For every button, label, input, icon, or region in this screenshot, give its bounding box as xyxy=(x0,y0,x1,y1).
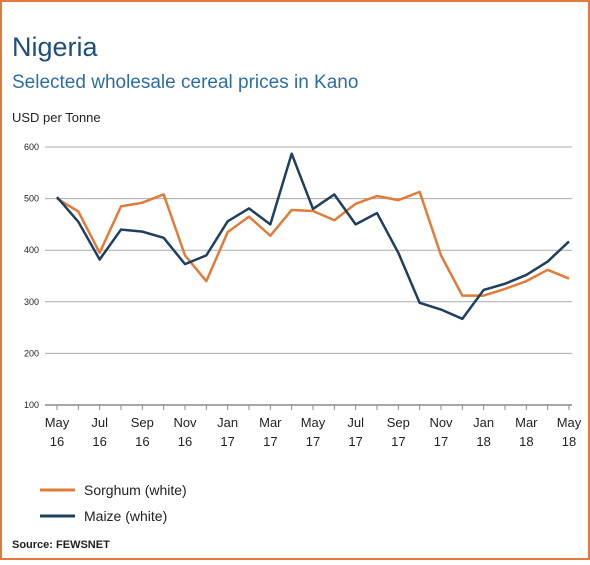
y-tick-label: 100 xyxy=(24,400,39,410)
x-tick-label: May 18 xyxy=(557,415,582,449)
x-tick-label: Mar 18 xyxy=(515,415,538,449)
x-tick-label: Jul 17 xyxy=(347,415,364,449)
y-tick-label: 200 xyxy=(24,348,39,358)
x-tick-label: Jan 18 xyxy=(473,415,494,449)
chart-title: Nigeria xyxy=(12,32,99,62)
x-tick-label: Sep 16 xyxy=(131,415,154,449)
x-tick-label: Nov 16 xyxy=(173,415,197,449)
x-tick-label: May 16 xyxy=(45,415,70,449)
y-tick-label: 500 xyxy=(24,194,39,204)
x-tick-label: Jan 17 xyxy=(217,415,238,449)
legend-label: Maize (white) xyxy=(84,508,167,524)
y-tick-label: 300 xyxy=(24,297,39,307)
x-tick-label: Jul 16 xyxy=(91,415,108,449)
x-tick-label: May 17 xyxy=(301,415,326,449)
y-tick-label: 400 xyxy=(24,245,39,255)
y-tick-label: 600 xyxy=(24,142,39,152)
series-line xyxy=(56,152,570,321)
chart-subtitle: Selected wholesale cereal prices in Kano xyxy=(12,72,358,93)
y-axis-label: USD per Tonne xyxy=(12,110,101,125)
x-tick-label: Nov 17 xyxy=(429,415,453,449)
x-tick-label: Mar 17 xyxy=(259,415,282,449)
series-line xyxy=(56,190,570,297)
source: Source: FEWSNET xyxy=(12,539,110,551)
x-tick-label: Sep 17 xyxy=(387,415,410,449)
legend-label: Sorghum (white) xyxy=(84,482,187,498)
